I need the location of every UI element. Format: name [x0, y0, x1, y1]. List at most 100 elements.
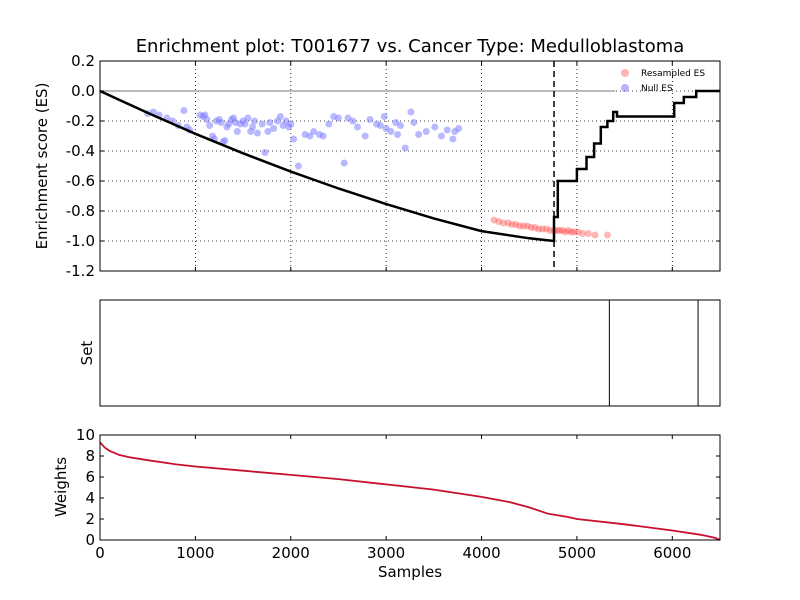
- null-es-point: [380, 113, 388, 120]
- null-es-point: [217, 119, 225, 126]
- null-es-point: [401, 144, 409, 152]
- weights-y-tick-label: 10: [76, 426, 95, 444]
- null-es-point: [276, 113, 284, 120]
- null-es-point: [431, 123, 439, 131]
- null-es-point: [396, 122, 404, 129]
- resampled-es-point: [561, 228, 569, 236]
- set-y-axis-label: Set: [78, 341, 96, 366]
- samples-x-tick-label: 1000: [176, 544, 214, 562]
- resampled-es-point: [527, 224, 535, 231]
- null-es-point: [241, 120, 249, 128]
- resampled-es-point: [535, 225, 543, 233]
- legend-label-null: Null ES: [641, 84, 673, 94]
- null-es-point: [325, 120, 333, 128]
- null-es-point: [407, 108, 415, 116]
- es-y-tick-label: 0.0: [71, 82, 95, 100]
- null-es-point: [387, 128, 395, 135]
- set-panel-frame: [99, 299, 721, 407]
- weights-curve-line: [99, 441, 721, 541]
- null-es-point: [294, 162, 302, 170]
- null-es-point: [443, 126, 451, 134]
- null-es-point: [354, 123, 362, 131]
- es-y-tick-label: -0.2: [66, 112, 95, 130]
- resampled-es-point: [567, 228, 575, 236]
- resampled-es-point: [523, 222, 531, 230]
- samples-x-tick-label: 2000: [272, 544, 310, 562]
- null-es-point: [415, 131, 423, 138]
- null-es-point: [258, 120, 266, 128]
- null-es-point: [449, 135, 457, 143]
- null-es-point: [334, 114, 342, 122]
- set-panel: [608, 300, 699, 406]
- resampled-es-point: [542, 225, 550, 233]
- enrichment-panel-frame: [99, 60, 721, 272]
- weights-y-tick-label: 8: [85, 447, 95, 465]
- weights-y-tick-label: 0: [85, 531, 95, 549]
- resampled-es-point: [499, 219, 507, 227]
- null-es-point: [270, 125, 278, 132]
- legend: Resampled ES Null ES: [621, 69, 705, 94]
- resampled-es-point: [504, 219, 512, 227]
- legend-marker-resampled: [621, 69, 629, 77]
- null-es-point: [349, 117, 357, 125]
- weights-y-axis-label: Weights: [52, 457, 70, 517]
- resampled-es-point: [490, 216, 498, 224]
- es-y-tick-label: 0.2: [71, 52, 95, 70]
- resampled-es-point: [508, 221, 516, 228]
- null-es-point: [437, 132, 445, 140]
- null-es-point: [376, 122, 384, 129]
- samples-x-tick-label: 5000: [558, 544, 596, 562]
- null-es-point: [287, 120, 295, 128]
- samples-x-tick-label: 6000: [653, 544, 691, 562]
- null-es-point: [394, 131, 402, 138]
- es-y-tick-label: -1.2: [66, 262, 95, 280]
- null-es-point: [455, 125, 463, 132]
- resampled-es-point: [516, 222, 524, 230]
- samples-x-axis-label: Samples: [378, 563, 442, 581]
- null-es-point: [361, 132, 369, 140]
- null-es-point: [261, 149, 269, 156]
- null-es-point: [310, 128, 318, 135]
- samples-x-tick-label: 3000: [367, 544, 405, 562]
- null-es-point: [251, 117, 259, 125]
- chart-title: Enrichment plot: T001677 vs. Cancer Type…: [136, 36, 685, 57]
- resampled-es-point: [564, 227, 572, 234]
- resampled-es-point: [520, 222, 528, 230]
- resampled-es-point: [579, 230, 587, 237]
- resampled-es-point: [546, 227, 554, 234]
- null-es-point: [410, 119, 418, 126]
- legend-label-resampled: Resampled ES: [641, 69, 705, 79]
- null-es-point: [221, 137, 229, 144]
- null-es-point: [366, 116, 374, 123]
- null-es-point: [233, 128, 241, 135]
- null-es-point: [319, 132, 327, 140]
- null-es-point: [422, 128, 430, 135]
- resampled-es-point: [574, 228, 582, 236]
- weights-y-tick-label: 2: [85, 510, 95, 528]
- legend-marker-null: [621, 84, 629, 92]
- null-es-point: [203, 116, 211, 123]
- es-curve-line: [99, 89, 720, 243]
- null-es-point: [253, 129, 261, 137]
- resampled-es-point: [539, 225, 547, 233]
- null-es-point: [264, 128, 272, 135]
- samples-x-tick-label: 4000: [462, 544, 500, 562]
- null-es-point: [249, 123, 257, 131]
- null-es-point: [290, 135, 298, 143]
- weights-y-tick-label: 6: [85, 468, 95, 486]
- null-es-point: [244, 114, 252, 122]
- resampled-es-point: [584, 230, 592, 237]
- resampled-es-point: [531, 224, 539, 231]
- weights-panel-frame: [99, 434, 721, 541]
- null-es-point: [340, 159, 348, 167]
- null-es-point: [180, 107, 188, 114]
- null-es-point: [206, 122, 214, 129]
- resampled-es-point: [591, 231, 599, 239]
- es-y-tick-label: -1.0: [66, 232, 95, 250]
- resampled-es-point: [570, 228, 578, 236]
- es-y-axis-label: Enrichment score (ES): [33, 83, 51, 250]
- es-y-tick-label: -0.6: [66, 172, 95, 190]
- samples-x-tick-label: 0: [95, 544, 105, 562]
- resampled-es-point: [556, 227, 564, 234]
